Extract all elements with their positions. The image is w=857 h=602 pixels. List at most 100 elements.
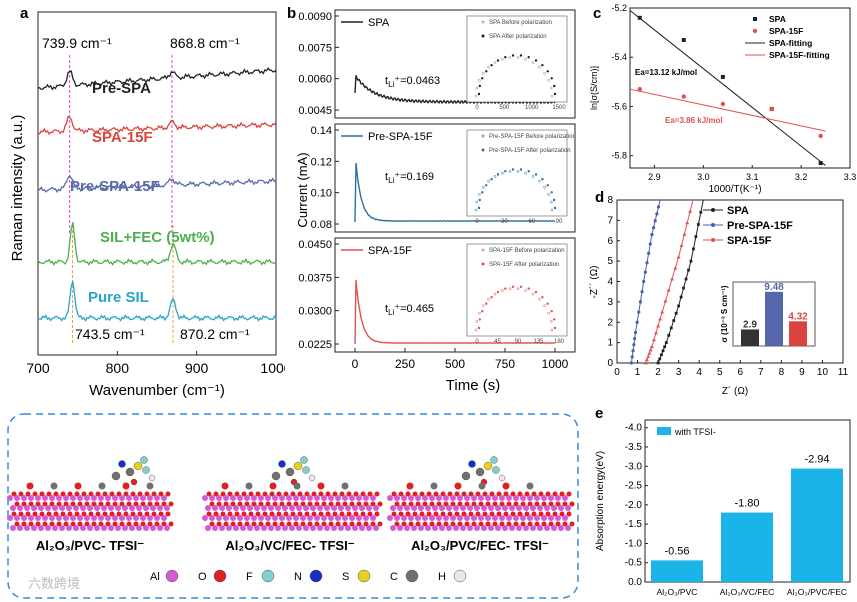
inset-point <box>490 178 493 181</box>
legend-label: Pre-SPA-15F <box>368 131 433 143</box>
inset-point <box>524 57 528 61</box>
o-atom <box>290 491 296 497</box>
x-axis-label: 1000/T(K⁻¹) <box>708 184 761 195</box>
al-atom <box>457 515 463 521</box>
molecule-atom <box>271 471 281 481</box>
al-atom <box>373 505 379 511</box>
o-atom <box>524 511 530 517</box>
al-atom <box>205 525 211 531</box>
al-atom <box>233 525 239 531</box>
panel-b: b Current (mA) Time (s) 0.0090 0.0075 0.00… <box>287 5 576 394</box>
nyquist-point <box>687 268 690 272</box>
x-tick-label: 700 <box>26 360 50 376</box>
inset-point <box>496 290 500 294</box>
o-atom <box>342 521 348 527</box>
o-atom <box>112 501 118 507</box>
nyquist-point <box>658 357 662 361</box>
o-atom <box>405 511 411 517</box>
nyquist-point <box>649 344 654 349</box>
inset-point <box>527 170 530 173</box>
al-atom <box>91 495 97 501</box>
al-atom <box>352 505 358 511</box>
al-atom <box>562 515 568 521</box>
o-atom <box>276 491 282 497</box>
al-atom <box>502 525 508 531</box>
al-atom <box>254 505 260 511</box>
nyquist-point <box>646 354 651 358</box>
o-atom <box>356 521 362 527</box>
al-atom <box>105 515 111 521</box>
bar-value-label: -2.94 <box>804 454 829 466</box>
inset-point <box>516 287 520 291</box>
al-atom <box>558 505 564 511</box>
al-atom <box>293 495 299 501</box>
al-atom <box>544 525 550 531</box>
y-tick-label: 1 <box>607 338 613 349</box>
nyquist-point <box>672 319 676 323</box>
inset-point <box>475 320 479 323</box>
o-atom <box>53 491 59 497</box>
inset-tick-label: 30 <box>501 219 508 225</box>
y-tick-label: 0.0375 <box>298 272 332 284</box>
o-atom <box>119 501 125 507</box>
o-atom <box>489 491 495 497</box>
al-atom <box>300 495 306 501</box>
fit-line <box>629 10 826 166</box>
o-atom <box>527 501 533 507</box>
inset-point <box>531 61 535 64</box>
o-atom <box>566 511 572 517</box>
o-atom <box>335 521 341 527</box>
al-atom <box>363 515 369 521</box>
inset-point <box>553 92 557 96</box>
al-atom <box>352 525 358 531</box>
y-tick-label: -4.0 <box>625 423 643 434</box>
x-tick-label: 1000 <box>542 357 569 371</box>
o-atom <box>436 501 442 507</box>
o-atom <box>346 491 352 497</box>
al-atom <box>293 515 299 521</box>
al-atom <box>411 525 417 531</box>
legend-label: SPA-15F <box>769 26 803 36</box>
current-curve <box>354 279 556 345</box>
current-curve <box>354 162 556 223</box>
o-atom <box>109 491 115 497</box>
al-atom <box>359 505 365 511</box>
nyquist-point <box>647 351 652 355</box>
al-atom <box>450 495 456 501</box>
watermark: 六数跨境 <box>28 576 80 591</box>
inset-legend: SPA-15F After polarization <box>489 262 559 268</box>
al-atom <box>126 515 132 521</box>
o-atom <box>394 501 400 507</box>
o-atom <box>81 491 87 497</box>
nyquist-point <box>648 347 653 352</box>
al-atom <box>251 495 257 501</box>
inset-point <box>524 171 528 175</box>
inset-bar-label: 2.9 <box>743 319 757 330</box>
o-atom <box>300 501 306 507</box>
y-axis-label: Absorption energy(eV) <box>595 451 606 551</box>
transference-number: tLi⁺=0.465 <box>385 303 434 317</box>
o-atom <box>255 511 261 517</box>
al-atom <box>7 515 13 521</box>
o-atom <box>408 501 414 507</box>
panel-a: a Raman intensity (a.u.) Wavenumber (cm⁻… <box>9 5 285 399</box>
y-axis-label: ln[σ(S/cm)] <box>589 66 599 110</box>
o-atom <box>42 501 48 507</box>
al-atom <box>115 525 121 531</box>
o-atom <box>70 521 76 527</box>
o-atom <box>269 491 275 497</box>
al-atom <box>84 515 90 521</box>
o-atom <box>353 511 359 517</box>
al-atom <box>432 505 438 511</box>
o-atom <box>300 521 306 527</box>
inset-point <box>477 311 481 315</box>
molecule-atom <box>285 467 295 477</box>
o-atom <box>84 501 90 507</box>
y-tick-label: -5.2 <box>611 3 627 13</box>
y-tick-label: 4 <box>607 277 613 288</box>
inset-marker <box>481 34 485 38</box>
al-atom <box>279 515 285 521</box>
y-tick-label: 0.0300 <box>298 306 332 318</box>
al-atom <box>10 525 16 531</box>
nyquist-point <box>656 323 661 328</box>
